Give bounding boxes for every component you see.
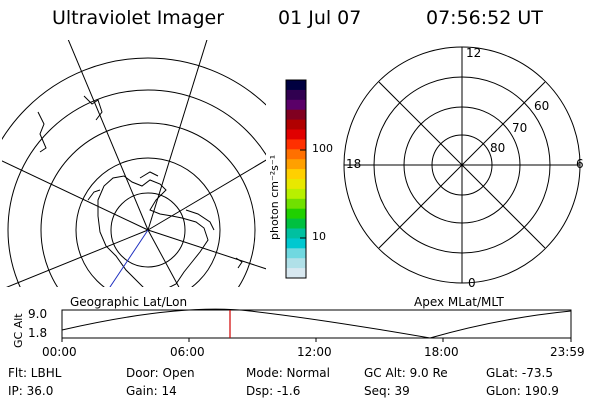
colorbar-stripe — [286, 228, 306, 239]
colorbar-stripe — [286, 129, 306, 140]
door-status: Door: Open — [126, 366, 195, 380]
colorbar-stripe — [286, 119, 306, 130]
left-map-caption: Geographic Lat/Lon — [70, 295, 188, 309]
dsp-status: Dsp: -1.6 — [246, 384, 301, 398]
mlt-label-12: 12 — [466, 46, 482, 60]
colorbar-stripe — [286, 188, 306, 200]
colorbar-stripe — [286, 169, 306, 180]
instrument-title: Ultraviolet Imager — [52, 7, 225, 29]
glat-status: GLat: -73.5 — [486, 366, 553, 380]
mlt-label-0: 0 — [468, 276, 476, 290]
mlt-label-6: 6 — [576, 157, 584, 171]
colorbar-stripe — [286, 80, 306, 91]
colorbar-stripe — [286, 218, 306, 229]
timeline-y-tick-top: 9.0 — [28, 307, 48, 321]
colorbar-stripe — [286, 258, 306, 269]
gain-status: Gain: 14 — [126, 384, 177, 398]
timeline-x-tick: 23:59 — [550, 345, 585, 359]
colorbar-stripe — [286, 149, 306, 160]
mlat-label-60: 60 — [534, 99, 550, 113]
colorbar-stripe — [286, 179, 306, 190]
mode-status: Mode: Normal — [246, 366, 330, 380]
colorbar-stripe — [286, 159, 306, 170]
timeline-x-tick: 18:00 — [424, 345, 459, 359]
gc-alt-status: GC Alt: 9.0 Re — [364, 366, 448, 380]
seq-status: Seq: 39 — [364, 384, 410, 398]
colorbar-tick-100: 100 — [312, 142, 333, 155]
mlat-label-80: 80 — [490, 141, 506, 155]
colorbar-stripe — [286, 208, 306, 220]
colorbar-tick-10: 10 — [312, 230, 326, 243]
timeline-y-title: GC Alt — [12, 313, 25, 348]
date-label: 01 Jul 07 — [278, 7, 362, 29]
colorbar-stripe — [286, 238, 306, 249]
timeline-x-tick: 12:00 — [297, 345, 332, 359]
mlt-label-18: 18 — [346, 157, 362, 171]
time-label: 07:56:52 UT — [426, 7, 543, 29]
timeline-x-tick: 00:00 — [42, 345, 77, 359]
colorbar-stripe — [286, 89, 306, 101]
ip-status: IP: 36.0 — [8, 384, 54, 398]
right-map-caption: Apex MLat/MLT — [414, 295, 504, 309]
glon-status: GLon: 190.9 — [486, 384, 559, 398]
colorbar-stripe — [286, 99, 306, 111]
colorbar-stripe — [286, 139, 306, 150]
mlat-label-70: 70 — [512, 121, 528, 135]
timeline-x-tick: 06:00 — [170, 345, 205, 359]
colorbar-stripe — [286, 248, 306, 259]
filter-status: Flt: LBHL — [8, 366, 62, 380]
timeline-y-tick-bottom: 1.8 — [28, 326, 48, 340]
colorbar-stripe — [286, 198, 306, 210]
colorbar-stripe — [286, 109, 306, 121]
colorbar-stripe — [286, 268, 306, 279]
